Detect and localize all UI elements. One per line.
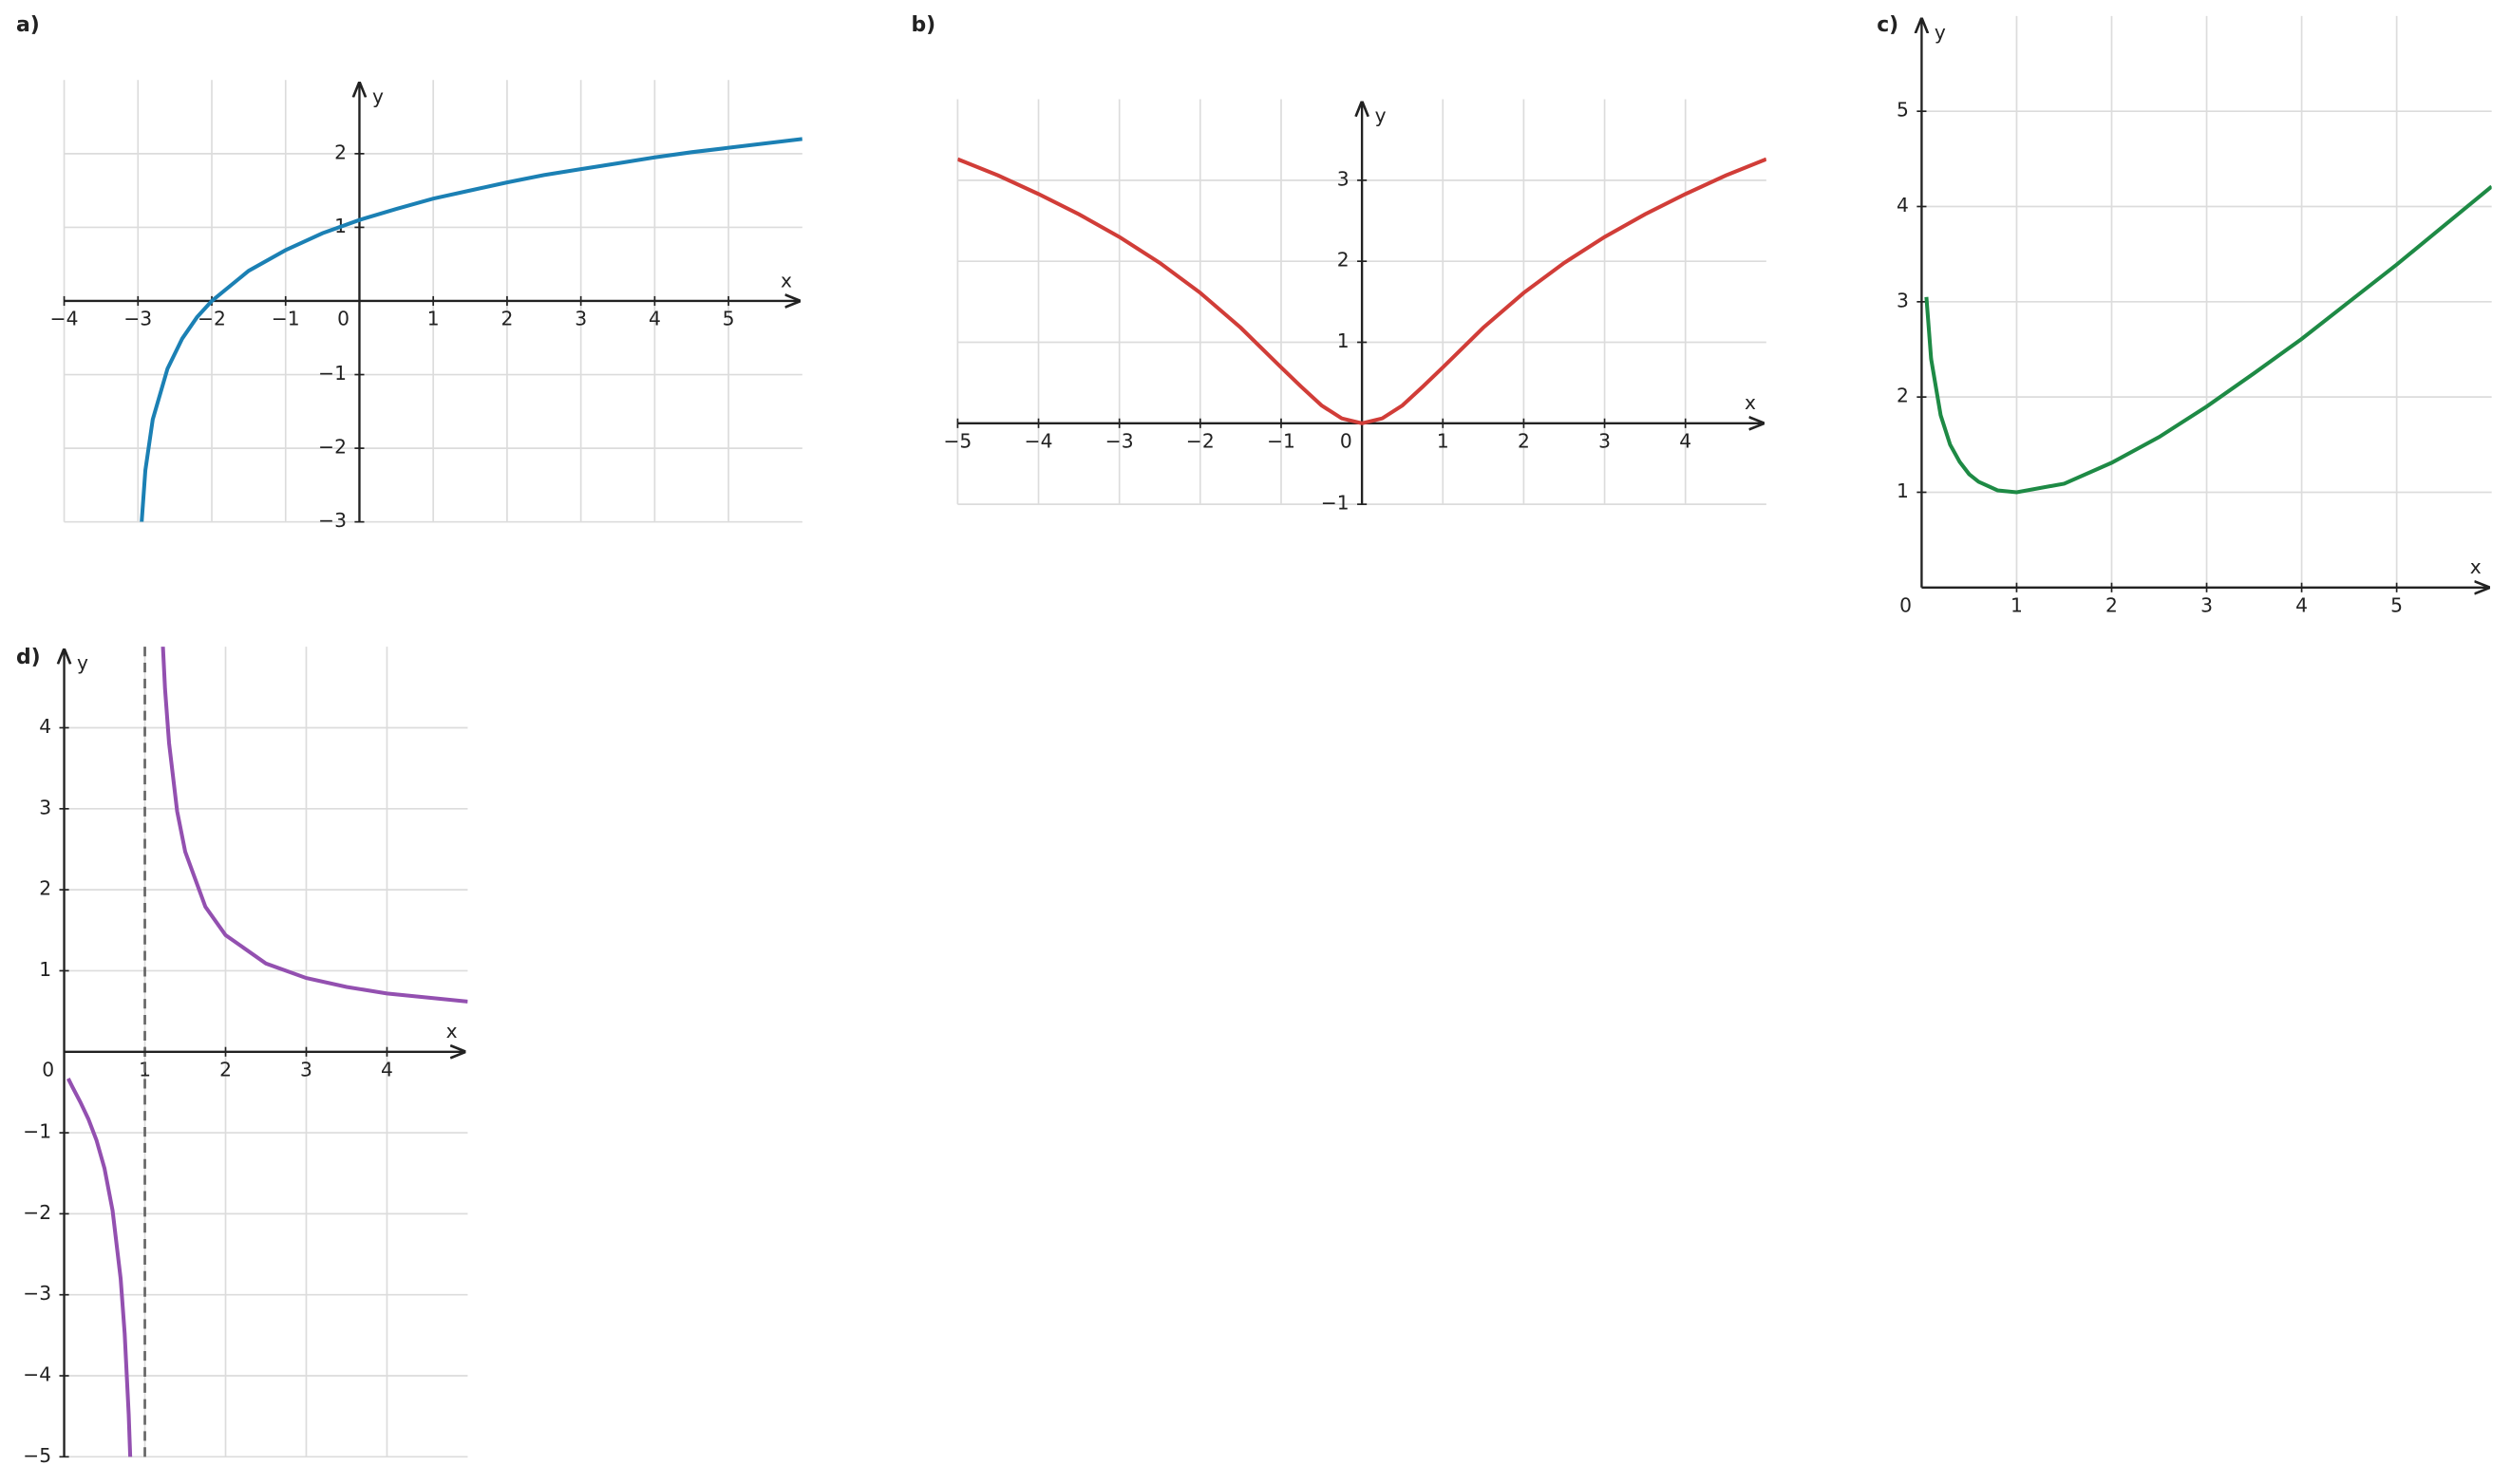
panel-title: c)	[1877, 13, 1898, 37]
x-axis-label: x	[2470, 555, 2482, 578]
y-tick-label: −1	[23, 1120, 51, 1143]
y-tick-label: 3	[1337, 167, 1350, 190]
x-tick-label: 5	[723, 308, 735, 330]
x-tick-label: −1	[1267, 430, 1295, 453]
y-tick-label: 3	[1897, 289, 1909, 311]
x-tick-label: 0	[1340, 430, 1352, 453]
x-tick-label: 0	[1899, 594, 1912, 617]
y-tick-label: 2	[1337, 249, 1350, 272]
x-tick-label: 0	[42, 1058, 54, 1080]
x-axis-label: x	[781, 269, 792, 291]
x-tick-label: 4	[649, 308, 661, 330]
x-tick-label: −1	[272, 308, 300, 330]
line	[140, 137, 802, 522]
x-tick-label: 5	[2390, 594, 2403, 617]
x-tick-label: 3	[300, 1058, 312, 1080]
y-tick-label: −4	[23, 1363, 51, 1386]
x-tick-label: 4	[2295, 594, 2308, 617]
y-tick-label: −5	[23, 1444, 51, 1467]
x-tick-label: −5	[943, 430, 972, 453]
y-axis-label: y	[372, 85, 384, 107]
x-axis-label: x	[1745, 391, 1756, 414]
x-tick-label: 1	[427, 308, 440, 330]
x-axis-label: x	[446, 1020, 458, 1043]
line	[1924, 184, 2492, 495]
x-tick-label: 4	[1679, 430, 1691, 453]
x-tick-label: 2	[219, 1058, 232, 1080]
panel-title: d)	[16, 646, 41, 669]
y-tick-label: −2	[318, 436, 347, 459]
line	[66, 647, 468, 1457]
x-tick-label: −2	[1186, 430, 1215, 453]
x-tick-label: 3	[2200, 594, 2213, 617]
y-tick-label: 2	[1897, 385, 1909, 407]
y-tick-label: 3	[39, 796, 51, 818]
x-tick-label: −4	[50, 308, 79, 330]
y-tick-label: 4	[1897, 194, 1909, 216]
line	[957, 157, 1766, 425]
y-tick-label: 2	[334, 141, 347, 163]
x-tick-label: 3	[1598, 430, 1611, 453]
y-tick-label: −3	[318, 509, 347, 532]
x-tick-label: 0	[337, 308, 349, 330]
y-tick-label: −3	[23, 1282, 51, 1305]
x-tick-label: 2	[1518, 430, 1530, 453]
y-tick-label: 5	[1897, 99, 1909, 122]
panel-title: b)	[911, 13, 935, 37]
y-tick-label: 1	[1337, 329, 1350, 352]
y-axis-label: y	[77, 651, 88, 674]
x-tick-label: 3	[575, 308, 587, 330]
y-tick-label: 1	[39, 958, 51, 981]
x-tick-label: −4	[1025, 430, 1053, 453]
y-axis-label: y	[1935, 21, 1946, 44]
y-tick-label: 1	[1897, 479, 1909, 502]
y-tick-label: −2	[23, 1201, 51, 1224]
x-tick-label: 2	[2105, 594, 2118, 617]
x-tick-label: 2	[500, 308, 513, 330]
y-axis-label: y	[1375, 104, 1387, 127]
panel: c) 0 1 2 3 4 5 1 2 3 4 5 x y	[1877, 13, 2492, 617]
y-tick-label: −1	[318, 362, 347, 385]
panel-title: a)	[16, 13, 40, 37]
y-tick-label: −1	[1321, 492, 1350, 515]
x-tick-label: −3	[1105, 430, 1134, 453]
x-tick-label: 4	[381, 1058, 393, 1080]
x-tick-label: 1	[2011, 594, 2023, 617]
x-tick-label: 1	[1437, 430, 1449, 453]
y-tick-label: 2	[39, 877, 51, 900]
panel: b) −5 −4 −3 −2 −1 0 1 2 3 4 −1 1 2 3 x y	[911, 13, 1766, 515]
y-tick-label: 4	[39, 715, 51, 738]
x-tick-label: −3	[123, 308, 152, 330]
